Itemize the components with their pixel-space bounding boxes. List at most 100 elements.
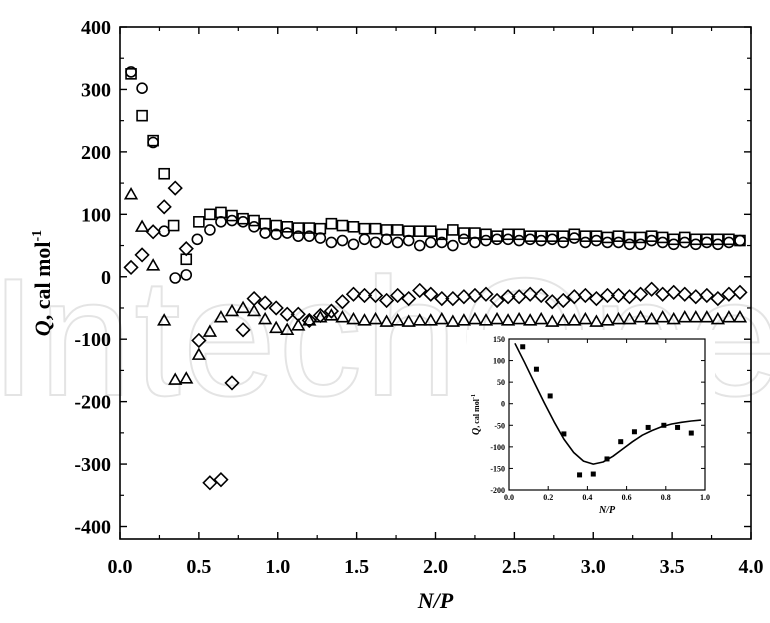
- data-point-diamond: [677, 286, 693, 302]
- data-point-circle: [557, 236, 570, 249]
- data-point-circle: [623, 238, 636, 251]
- data-point-square: [480, 228, 492, 241]
- data-point-triangle: [123, 186, 139, 200]
- x-axis-label: N/P: [417, 588, 454, 613]
- y-tick-label: -200: [74, 392, 111, 414]
- data-point-diamond: [213, 472, 229, 488]
- x-tick-label: 3.0: [581, 556, 606, 578]
- data-point-square: [513, 228, 525, 241]
- data-point-triangle: [511, 311, 527, 325]
- data-point-circle: [502, 233, 514, 246]
- data-point-circle: [369, 236, 382, 249]
- data-point-diamond: [423, 286, 439, 302]
- y-tick-label: 400: [81, 17, 111, 39]
- data-point-circle: [480, 234, 492, 247]
- data-point-circle: [336, 234, 349, 247]
- data-point-diamond: [588, 290, 605, 307]
- data-point-diamond: [134, 247, 150, 263]
- data-point-circle: [226, 214, 238, 227]
- x-tick-label: 4.0: [739, 556, 764, 578]
- data-point-diamond: [224, 375, 240, 391]
- data-point-triangle: [677, 309, 692, 323]
- data-point-circle: [701, 236, 713, 249]
- data-point-diamond: [710, 290, 726, 307]
- data-point-triangle: [401, 314, 416, 327]
- data-point-triangle: [534, 311, 549, 325]
- data-point-circle: [136, 82, 148, 94]
- data-point-circle: [125, 66, 137, 78]
- inset-y-tick-label: -200: [490, 486, 505, 495]
- data-point-triangle: [523, 313, 538, 326]
- inset-y-tick-label: 100: [493, 357, 505, 366]
- data-point-diamond: [732, 284, 748, 300]
- data-point-diamond: [489, 292, 505, 309]
- data-point-diamond: [555, 292, 571, 309]
- data-point-circle: [612, 236, 625, 249]
- data-point-circle: [678, 236, 691, 249]
- data-point-diamond: [334, 294, 351, 310]
- inset-y-tick-label: -100: [490, 443, 505, 452]
- x-tick-label: 1.5: [344, 556, 369, 578]
- data-point-triangle: [467, 311, 483, 325]
- data-point-square: [167, 219, 180, 232]
- data-point-diamond: [279, 306, 295, 322]
- inset-background: [467, 330, 715, 520]
- inset-y-tick-label: 0: [501, 400, 505, 409]
- data-point-circle: [380, 233, 393, 246]
- data-point-triangle: [456, 313, 472, 326]
- data-point-square: [623, 231, 636, 244]
- data-point-square: [689, 233, 702, 246]
- data-point-circle: [689, 238, 702, 251]
- inset-chart: 0.0 0.2 0.4 0.6 0.8 1.0 -200 -150 -100 -50 0 50 100 1…: [467, 330, 715, 520]
- data-point-diamond: [533, 287, 549, 304]
- data-point-diamond: [434, 290, 450, 307]
- y-tick-label: 0: [101, 267, 111, 289]
- data-point-square: [579, 230, 592, 242]
- data-point-diamond: [301, 312, 317, 329]
- data-point-circle: [524, 233, 536, 246]
- data-point-square: [413, 225, 426, 237]
- data-point-triangle: [258, 311, 273, 325]
- y-tick-label: -400: [74, 517, 111, 539]
- main-chart: 0.0 0.5 1.0 1.5 2.0 2.5 3.0 3.5 4.0 -400 -300 -200 -…: [30, 17, 764, 613]
- data-point-square: [491, 230, 503, 242]
- inset-frame: [508, 338, 706, 491]
- data-point-square: [557, 230, 570, 242]
- x-tick-label: 2.0: [423, 556, 448, 578]
- data-point-square: [158, 167, 170, 180]
- data-point-circle: [667, 238, 680, 251]
- y-tick-label: -100: [74, 329, 111, 351]
- data-point-square: [645, 230, 658, 242]
- data-point-triangle: [213, 309, 229, 323]
- data-point-square: [469, 227, 481, 239]
- inset-data-point: [661, 422, 667, 428]
- data-point-circle: [314, 232, 327, 244]
- data-point-circle: [645, 234, 658, 247]
- data-point-square: [634, 231, 647, 244]
- data-point-triangle: [246, 303, 262, 317]
- data-point-circle: [601, 236, 614, 249]
- data-point-square: [136, 109, 148, 122]
- series-diamond: [123, 180, 748, 491]
- data-point-circle: [281, 227, 294, 239]
- data-point-triangle: [235, 300, 251, 314]
- data-point-triangle: [191, 347, 207, 360]
- data-point-diamond: [123, 259, 139, 276]
- data-point-triangle: [179, 371, 194, 384]
- data-point-circle: [734, 234, 746, 247]
- y-tick-label: 100: [81, 204, 111, 226]
- data-point-square: [535, 230, 547, 242]
- inset-data-point: [645, 424, 651, 430]
- data-point-circle: [568, 232, 581, 244]
- data-point-triangle: [721, 309, 737, 323]
- data-point-triangle: [556, 313, 571, 326]
- data-point-square: [502, 228, 514, 241]
- data-point-triangle: [202, 324, 218, 337]
- data-point-circle: [546, 233, 559, 246]
- inset-data-point: [590, 471, 596, 477]
- data-point-circle: [237, 216, 249, 228]
- data-point-circle: [215, 216, 227, 228]
- data-point-triangle: [622, 311, 637, 325]
